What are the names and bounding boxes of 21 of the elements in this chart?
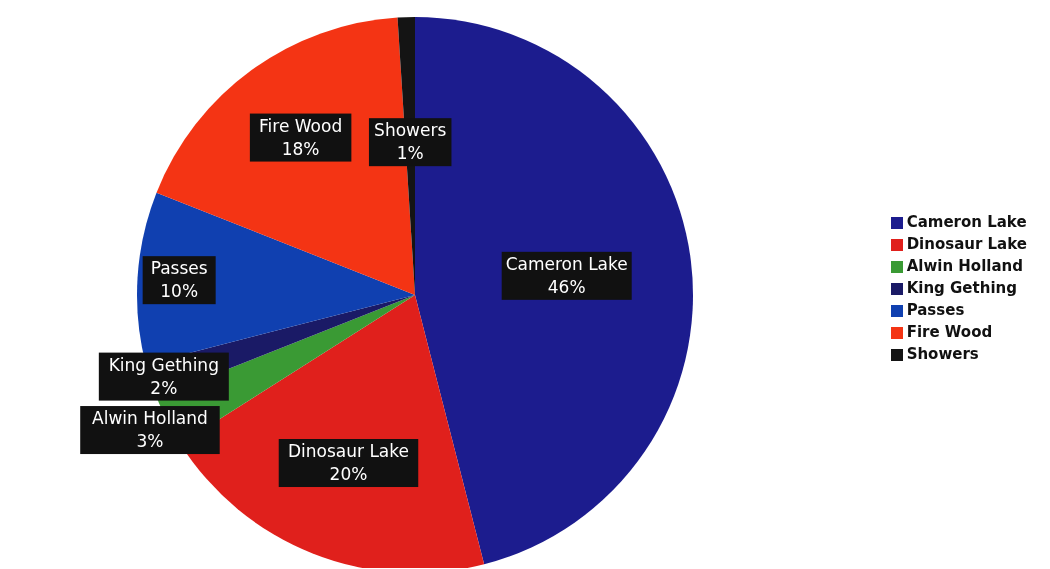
- slice-label: Fire Wood: [259, 115, 343, 136]
- legend-label: Dinosaur Lake: [906, 235, 1027, 253]
- legend-label: Passes: [906, 301, 965, 319]
- legend-label: Fire Wood: [906, 323, 993, 341]
- slice-label: Alwin Holland: [92, 408, 208, 429]
- legend-label: Alwin Holland: [906, 257, 1023, 275]
- data-label: 1%: [396, 143, 424, 164]
- slice-label: Showers: [374, 120, 447, 141]
- legend-label: Cameron Lake: [906, 213, 1027, 231]
- slice-label: Dinosaur Lake: [287, 441, 409, 462]
- slice-label: King Gething: [108, 354, 219, 375]
- slice-label: Passes: [150, 258, 208, 279]
- data-label: 46%: [547, 276, 586, 297]
- legend-label: King Gething: [906, 279, 1017, 297]
- legend-label: Showers: [906, 345, 979, 363]
- data-label: 3%: [136, 431, 164, 452]
- data-label: 18%: [281, 138, 320, 159]
- data-label: 20%: [329, 464, 368, 485]
- data-label: 2%: [150, 377, 178, 398]
- slice-label: Cameron Lake: [505, 253, 628, 274]
- data-label: 10%: [160, 281, 199, 302]
